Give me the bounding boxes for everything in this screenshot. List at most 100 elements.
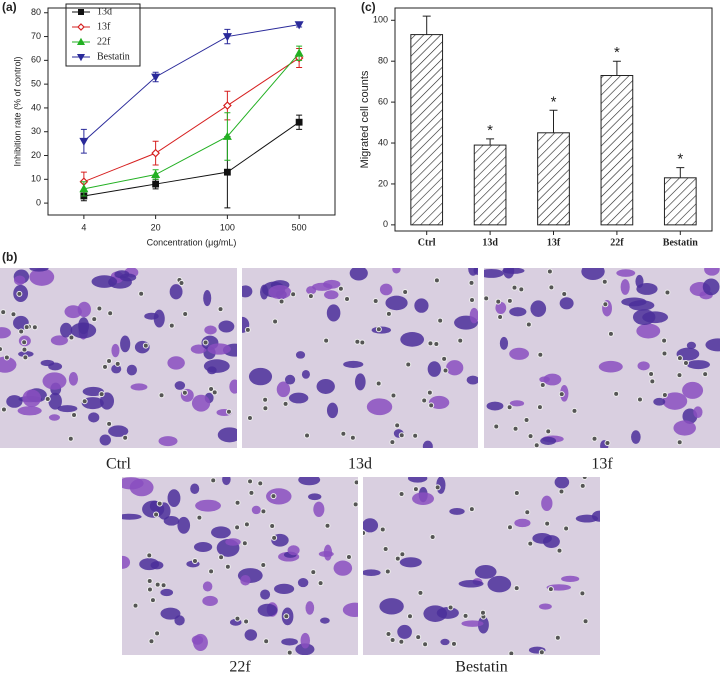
pore <box>506 404 513 411</box>
cell <box>300 632 311 649</box>
pore <box>394 555 401 562</box>
cell <box>119 273 137 282</box>
cell <box>385 295 408 311</box>
cell <box>284 374 296 385</box>
pore <box>278 298 285 305</box>
pore <box>225 408 232 415</box>
pore <box>243 618 250 625</box>
cell <box>204 325 217 335</box>
pore <box>661 337 668 344</box>
series-line <box>83 52 300 190</box>
legend-label: 22f <box>97 36 111 47</box>
pore <box>602 301 609 308</box>
cell <box>217 427 237 443</box>
cells <box>484 268 720 448</box>
image-caption: 13d <box>348 456 372 473</box>
series-line <box>83 24 300 142</box>
series-line <box>83 57 300 183</box>
cell <box>308 493 322 501</box>
cell <box>268 285 292 300</box>
series-line <box>83 121 300 197</box>
micrograph <box>0 268 237 448</box>
pore <box>317 580 324 587</box>
cells <box>0 268 237 447</box>
cell <box>423 605 448 622</box>
pore <box>427 340 434 347</box>
pore <box>513 489 520 496</box>
cell <box>484 268 504 278</box>
pore <box>323 337 330 344</box>
pore <box>149 597 156 604</box>
pore <box>248 489 255 496</box>
pore <box>154 581 161 588</box>
pore <box>208 385 215 392</box>
pore <box>375 326 382 333</box>
pore <box>468 279 475 286</box>
panel-label: (b) <box>2 250 17 264</box>
cell <box>704 268 720 276</box>
marker <box>151 73 161 82</box>
pore <box>506 297 513 304</box>
cell <box>312 282 333 291</box>
cell <box>363 518 379 533</box>
cell <box>636 323 661 339</box>
cell <box>316 378 335 394</box>
pore <box>122 434 129 441</box>
cell <box>399 557 422 568</box>
y-tick-label: 30 <box>31 126 41 136</box>
micrograph <box>484 268 720 448</box>
x-tick-label: Ctrl <box>418 237 436 248</box>
cell <box>635 274 644 288</box>
pore <box>537 351 544 358</box>
pore <box>153 511 160 518</box>
pore <box>511 284 518 291</box>
pore <box>156 500 163 507</box>
image-caption: 22f <box>229 659 251 676</box>
cell <box>412 492 434 506</box>
marker <box>79 184 89 193</box>
pore <box>31 324 38 331</box>
error-bar <box>486 138 495 146</box>
pore <box>422 641 429 648</box>
pore <box>211 389 218 396</box>
x-tick-label: 22f <box>610 237 624 248</box>
pore <box>257 480 264 487</box>
pore <box>513 585 520 592</box>
cell <box>218 320 235 333</box>
pore <box>146 578 153 585</box>
cell <box>99 392 115 410</box>
y-tick-label: 10 <box>31 174 41 184</box>
pore <box>68 334 75 341</box>
cell <box>99 434 111 446</box>
cell <box>70 322 97 339</box>
pore <box>447 604 454 611</box>
y-tick-label: 50 <box>31 79 41 89</box>
pore <box>384 568 391 575</box>
pore <box>385 310 392 317</box>
pore <box>398 432 405 439</box>
cell <box>440 638 450 646</box>
y-tick-label: 80 <box>378 56 388 66</box>
legend-box <box>65 3 141 67</box>
pore <box>344 296 351 303</box>
pore <box>260 508 267 515</box>
cell <box>60 322 73 338</box>
pore <box>148 638 155 645</box>
pore <box>270 493 277 500</box>
cell <box>18 350 34 358</box>
cell <box>295 351 306 359</box>
pore <box>23 324 30 331</box>
pore <box>272 318 279 325</box>
pore <box>556 547 563 554</box>
pore <box>437 317 444 324</box>
cell <box>190 344 207 354</box>
pore <box>241 540 248 547</box>
pore <box>202 339 209 346</box>
pore <box>582 618 589 625</box>
cells <box>242 268 478 448</box>
cell <box>543 373 562 386</box>
pore <box>607 330 614 337</box>
cell <box>379 598 404 615</box>
pore <box>282 400 289 407</box>
cell <box>242 285 253 298</box>
